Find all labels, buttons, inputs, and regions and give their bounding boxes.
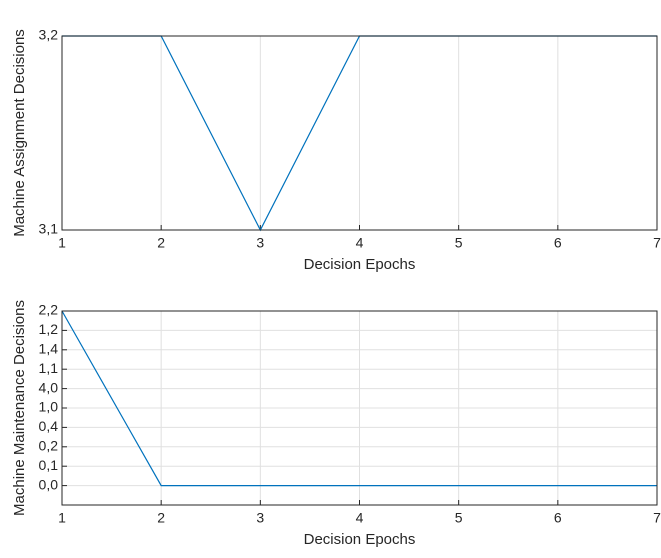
x-tick-label: 5 (455, 235, 463, 251)
x-tick-label: 1 (58, 235, 66, 251)
y-tick-label: 1,4 (39, 341, 59, 357)
y-tick-label: 1,1 (39, 360, 59, 376)
y-tick-label: 2,2 (39, 302, 59, 318)
y-tick-label: 0,0 (39, 476, 59, 492)
y-tick-label: 3,2 (39, 27, 59, 43)
y-tick-label: 0,2 (39, 438, 59, 454)
y-axis-label: Machine Maintenance Decisions (11, 300, 28, 516)
x-tick-label: 1 (58, 510, 66, 526)
y-tick-label: 0,1 (39, 457, 59, 473)
x-tick-label: 5 (455, 510, 463, 526)
x-tick-label: 6 (554, 235, 562, 251)
x-tick-label: 2 (157, 510, 165, 526)
y-tick-label: 4,0 (39, 379, 59, 395)
y-tick-label: 3,1 (39, 221, 59, 237)
x-tick-label: 6 (554, 510, 562, 526)
x-axis-label: Decision Epochs (304, 531, 416, 548)
line (61, 310, 657, 487)
x-tick-label: 3 (256, 235, 264, 251)
x-axis-label: Decision Epochs (304, 256, 416, 273)
axes-box (61, 35, 658, 231)
x-tick-label: 3 (256, 510, 264, 526)
y-axis-label: Machine Assignment Decisions (11, 29, 28, 237)
x-tick-label: 7 (653, 235, 661, 251)
x-tick-label: 4 (356, 235, 364, 251)
y-tick-label: 1,2 (39, 321, 59, 337)
y-tick-label: 1,0 (39, 399, 59, 415)
axes-box (61, 310, 658, 506)
x-tick-label: 7 (653, 510, 661, 526)
x-tick-label: 2 (157, 235, 165, 251)
x-tick-label: 4 (356, 510, 364, 526)
y-tick-label: 0,4 (39, 418, 59, 434)
